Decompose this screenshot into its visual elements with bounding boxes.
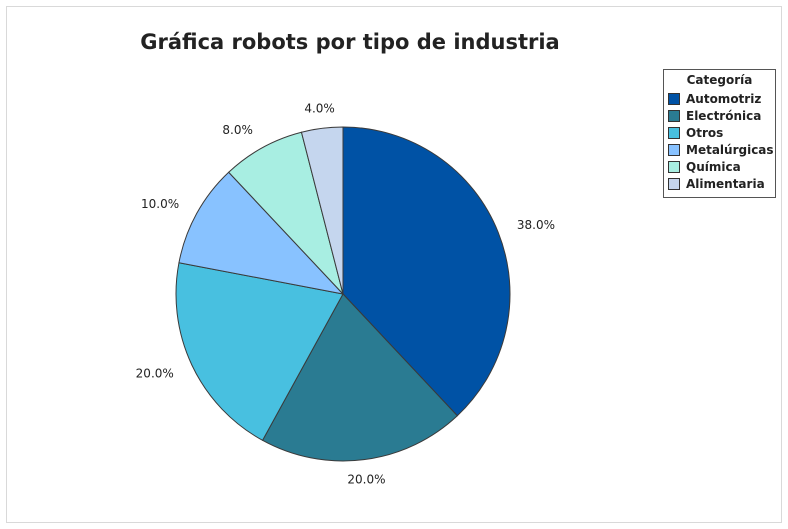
legend-item-quimica: Química [668, 158, 771, 175]
legend-swatch [668, 109, 680, 122]
legend-title: Categoría [686, 73, 753, 87]
chart-title: Gráfica robots por tipo de industria [140, 30, 560, 54]
legend-item-electronica: Electrónica [668, 107, 771, 124]
legend-label: Química [686, 159, 741, 174]
pie-slice-metalurgicas [178, 171, 345, 295]
data-label-metalurgicas: 10.0% [141, 197, 179, 211]
data-label-alimentaria: 4.0% [304, 101, 335, 115]
legend-label: Metalúrgicas [686, 142, 774, 157]
legend-swatch [668, 126, 680, 139]
legend-item-alimentaria: Alimentaria [668, 175, 771, 192]
legend-swatch [668, 177, 680, 190]
data-label-electronica: 20.0% [347, 473, 385, 487]
legend-item-automotriz: Automotriz [668, 90, 771, 107]
data-label-otros: 20.0% [136, 367, 174, 381]
pie-slice-electronica [261, 293, 459, 462]
legend-swatch [668, 160, 680, 173]
legend: Categoría Automotriz Electrónica Otros Meta… [663, 69, 776, 198]
legend-item-otros: Otros [668, 124, 771, 141]
legend-label: Automotriz [686, 91, 762, 106]
legend-label: Electrónica [686, 108, 762, 123]
data-label-automotriz: 38.0% [517, 218, 555, 232]
legend-label: Otros [686, 125, 724, 140]
legend-swatch [668, 143, 680, 156]
pie-slice-otros [175, 262, 344, 442]
legend-label: Alimentaria [686, 176, 765, 191]
pie-slice-automotriz [342, 126, 511, 417]
pie-slice-alimentaria [300, 126, 344, 295]
legend-item-metalurgicas: Metalúrgicas [668, 141, 774, 158]
data-label-quimica: 8.0% [222, 123, 253, 137]
legend-swatch [668, 92, 680, 105]
